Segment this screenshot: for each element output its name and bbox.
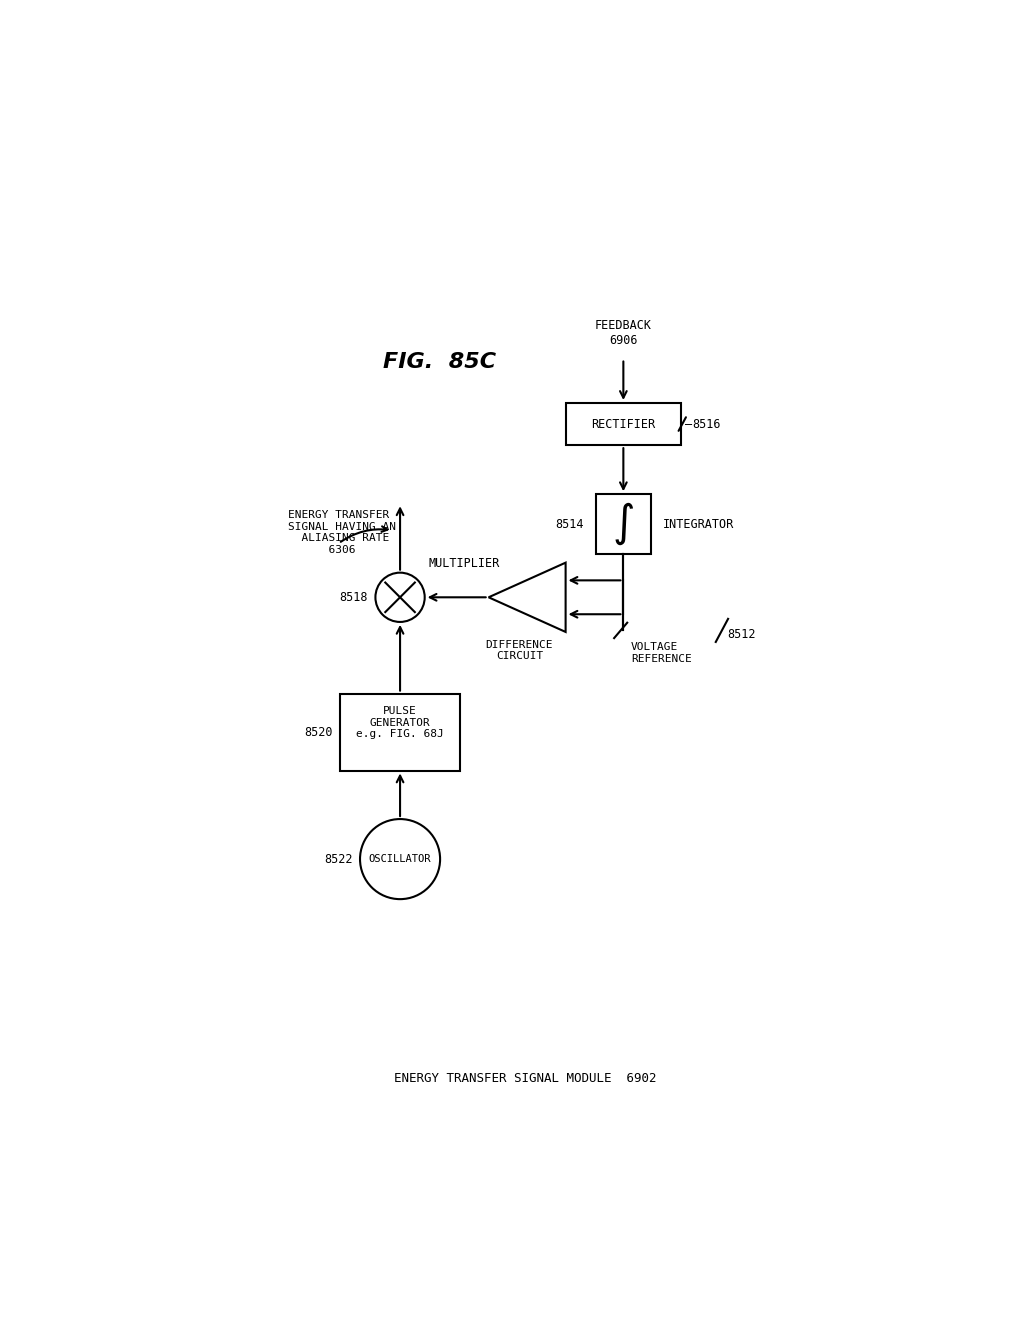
- Text: PULSE
GENERATOR
e.g. FIG. 68J: PULSE GENERATOR e.g. FIG. 68J: [356, 706, 444, 739]
- Text: INTEGRATOR: INTEGRATOR: [663, 517, 734, 531]
- Text: 8518: 8518: [339, 591, 368, 603]
- Text: FIG.  85C: FIG. 85C: [383, 352, 496, 372]
- Bar: [596, 494, 651, 554]
- Text: VOLTAGE
REFERENCE: VOLTAGE REFERENCE: [631, 642, 692, 664]
- Text: MULTIPLIER: MULTIPLIER: [429, 557, 500, 570]
- Text: DIFFERENCE
CIRCUIT: DIFFERENCE CIRCUIT: [485, 640, 553, 661]
- Text: FEEDBACK
6906: FEEDBACK 6906: [595, 319, 652, 347]
- Circle shape: [360, 818, 440, 899]
- Text: ENERGY TRANSFER
SIGNAL HAVING AN
  ALIASING RATE
      6306: ENERGY TRANSFER SIGNAL HAVING AN ALIASIN…: [289, 510, 396, 554]
- Bar: [340, 693, 460, 771]
- Bar: [565, 403, 681, 445]
- Text: 8522: 8522: [324, 853, 352, 866]
- Text: 8512: 8512: [727, 628, 756, 640]
- Text: ENERGY TRANSFER SIGNAL MODULE  6902: ENERGY TRANSFER SIGNAL MODULE 6902: [393, 1072, 656, 1085]
- Text: —: —: [685, 417, 692, 430]
- Text: 8514: 8514: [556, 517, 584, 531]
- Text: RECTIFIER: RECTIFIER: [591, 417, 655, 430]
- Text: $\int$: $\int$: [612, 500, 635, 548]
- Text: 8520: 8520: [304, 726, 333, 739]
- Text: 8516: 8516: [692, 417, 721, 430]
- Text: OSCILLATOR: OSCILLATOR: [369, 854, 431, 865]
- Circle shape: [376, 573, 425, 622]
- Polygon shape: [488, 562, 565, 632]
